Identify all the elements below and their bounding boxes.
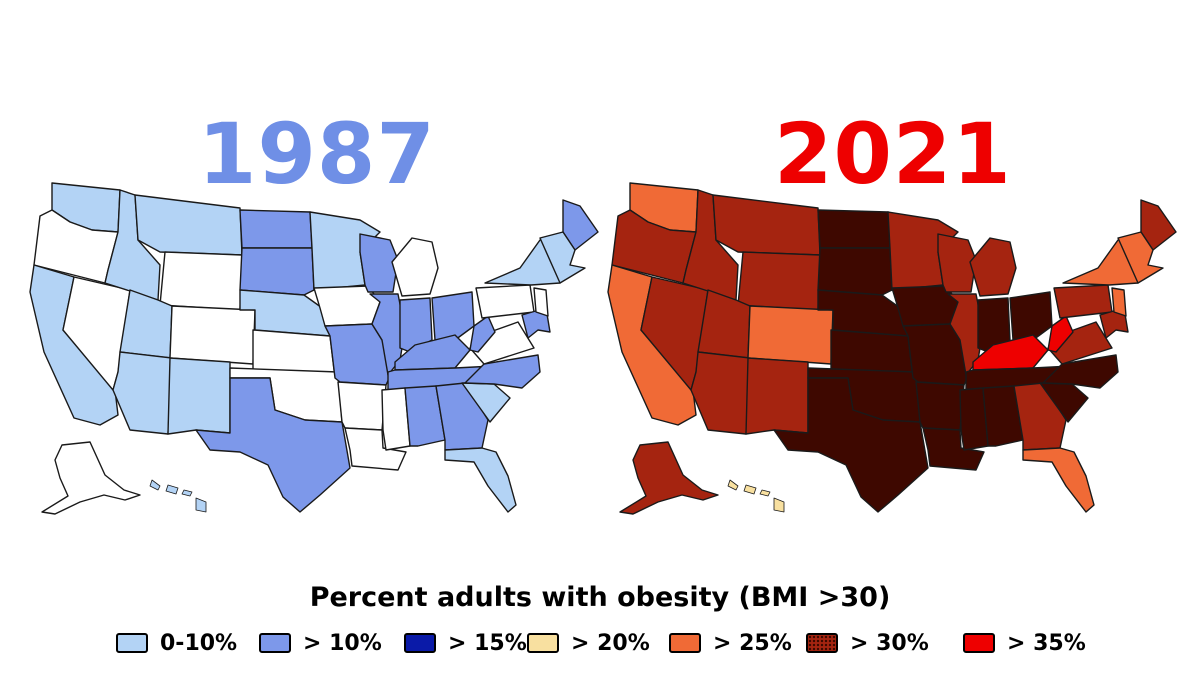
region-ohio [1009, 291, 1053, 341]
region-maine [562, 199, 599, 251]
region-new-mexico [745, 357, 809, 435]
region-new-jersey [1111, 287, 1127, 317]
map-1987 [29, 182, 599, 515]
legend-label: 0-10% [160, 631, 238, 656]
region-alabama [982, 385, 1024, 447]
legend-label: > 10% [303, 631, 382, 656]
region-wisconsin [937, 233, 977, 293]
region-mississippi [381, 387, 411, 451]
legend-swatch [527, 633, 559, 653]
region-hawaii [149, 479, 207, 513]
legend-label: > 15% [448, 631, 527, 656]
region-montana [712, 194, 821, 256]
region-florida [1022, 447, 1095, 513]
legend-title: Percent adults with obesity (BMI >30) [309, 582, 891, 613]
region-florida [444, 447, 517, 513]
legend-swatch [963, 633, 995, 653]
region-north-carolina [1042, 354, 1119, 389]
legend-swatch [806, 633, 838, 653]
region-north-dakota [817, 209, 891, 249]
region-louisiana [922, 427, 985, 471]
region-new-jersey [533, 287, 549, 317]
region-arizona [690, 351, 751, 435]
legend-swatch [404, 633, 436, 653]
region-alaska [619, 441, 719, 515]
region-texas [773, 377, 929, 513]
region-michigan [969, 237, 1017, 297]
region-new-england [539, 231, 586, 284]
region-texas [195, 377, 351, 513]
legend-swatch [116, 633, 148, 653]
region-south-dakota [239, 247, 315, 296]
region-south-dakota [817, 247, 893, 296]
region-louisiana [344, 427, 407, 471]
map-2021 [607, 182, 1177, 515]
region-michigan [391, 237, 439, 297]
region-pennsylvania [1053, 284, 1113, 319]
legend: 0-10% > 10% > 15% > 20% > 25% > 30% > 35% [0, 628, 1200, 662]
region-north-carolina [464, 354, 541, 389]
legend-swatch [259, 633, 291, 653]
region-colorado [747, 305, 834, 365]
legend-label: > 35% [1007, 631, 1086, 656]
region-new-england [1117, 231, 1164, 284]
region-ohio [431, 291, 475, 341]
year-label-2021: 2021 [774, 105, 1012, 203]
region-mississippi [959, 387, 989, 451]
legend-label: > 30% [850, 631, 929, 656]
region-maine [1140, 199, 1177, 251]
region-wyoming [737, 251, 821, 311]
legend-label: > 20% [571, 631, 650, 656]
legend-label: > 25% [713, 631, 792, 656]
region-alabama [404, 385, 446, 447]
year-label-1987: 1987 [198, 105, 436, 203]
region-arkansas [915, 381, 965, 431]
region-alaska [41, 441, 141, 515]
region-hawaii [727, 479, 785, 513]
region-wisconsin [359, 233, 399, 293]
legend-swatch [669, 633, 701, 653]
